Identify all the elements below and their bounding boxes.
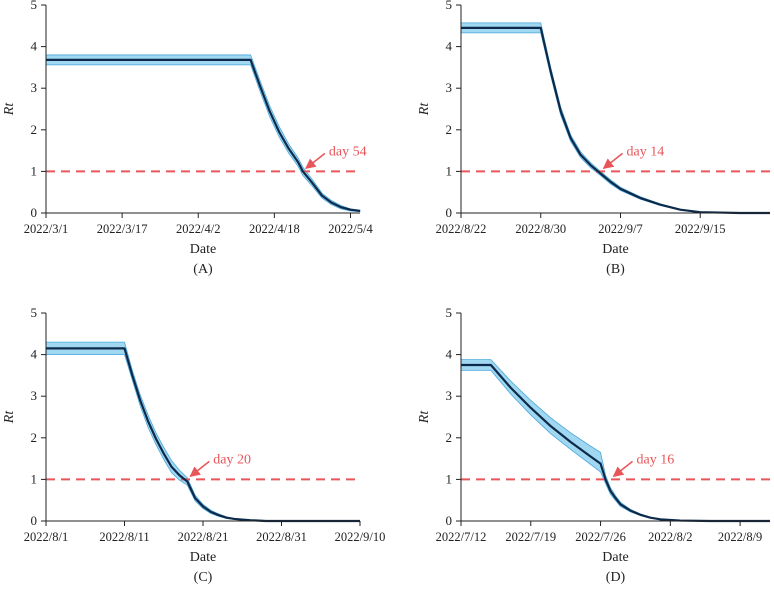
y-tick-label: 5 [31,305,38,320]
y-tick-label: 4 [446,39,453,54]
y-tick-label: 2 [446,122,453,137]
x-axis-label: Date [190,550,216,565]
y-tick-label: 5 [31,0,38,12]
x-tick-label: 2022/8/2 [648,530,692,544]
x-tick-label: 2022/7/26 [575,530,626,544]
y-tick-label: 0 [446,205,453,220]
x-tick-label: 2022/9/7 [598,222,642,236]
x-tick-label: 2022/8/21 [178,530,229,544]
y-tick-label: 1 [31,163,38,178]
y-tick-label: 4 [31,39,38,54]
x-tick-label: 2022/8/9 [718,530,762,544]
panel-c: 0 1 2 3 4 5 2022/8/1 2022/8/11 2022/8/21 2022/8/3… [2,305,385,585]
panel-label: (C) [194,570,213,585]
y-tick-label: 3 [31,388,38,403]
annotation-label: day 16 [637,452,675,467]
y-tick-label: 1 [446,163,453,178]
panel-b: 0 1 2 3 4 5 2022/8/22 2022/8/30 2022/9/7 2022/9/1… [417,0,770,277]
x-tick-label: 2022/8/1 [24,530,68,544]
annotation-label: day 20 [213,452,251,467]
y-tick-label: 3 [446,80,453,95]
annotation-arrow [305,152,326,170]
y-tick-label: 0 [446,513,453,528]
y-tick-label: 1 [31,471,38,486]
y-axis-label: Rt [2,102,17,117]
annotation-label: day 54 [329,144,367,159]
annotation-arrow [189,460,210,478]
y-tick-label: 4 [31,347,38,362]
x-tick-label: 2022/3/1 [24,222,68,236]
x-tick-label: 2022/8/30 [515,222,566,236]
y-tick-label: 0 [31,205,38,220]
x-axis-label: Date [190,242,216,257]
y-tick-label: 5 [446,0,453,12]
y-tick-label: 4 [446,347,453,362]
panel-label: (A) [193,262,213,277]
x-tick-label: 2022/7/19 [505,530,556,544]
x-tick-label: 2022/7/12 [436,530,487,544]
rt-line [46,347,360,523]
x-tick-label: 2022/9/10 [335,530,386,544]
panel-a: 0 1 2 3 4 5 2022/3/1 2022/3/17 2022/4/2 2022/4/18… [2,0,373,277]
x-tick-label: 2022/9/15 [675,222,726,236]
y-axis-label: Rt [417,410,432,425]
y-tick-label: 3 [31,80,38,95]
annotation-label: day 14 [627,144,665,159]
x-tick-label: 2022/5/4 [328,222,373,236]
rt-line [461,363,770,523]
y-tick-label: 2 [31,430,38,445]
y-tick-label: 5 [446,305,453,320]
x-tick-label: 2022/4/2 [176,222,220,236]
rt-line [461,26,770,215]
x-axis-label: Date [602,242,628,257]
x-axis-label: Date [602,550,628,565]
panel-label: (D) [606,570,626,585]
rt-line [46,58,361,213]
annotation-arrow [612,460,633,478]
y-axis-label: Rt [417,102,432,117]
y-tick-label: 2 [446,430,453,445]
x-tick-label: 2022/3/17 [97,222,148,236]
panel-d: 0 1 2 3 4 5 2022/7/12 2022/7/19 2022/7/26 2022/8/… [417,305,770,585]
y-tick-label: 1 [446,471,453,486]
y-tick-label: 2 [31,122,38,137]
y-axis-label: Rt [2,410,17,425]
x-tick-label: 2022/8/11 [99,530,149,544]
y-tick-label: 3 [446,388,453,403]
confidence-band [45,341,360,522]
x-tick-label: 2022/4/18 [249,222,300,236]
x-tick-label: 2022/8/22 [436,222,487,236]
panel-label: (B) [606,262,625,277]
x-tick-label: 2022/8/31 [256,530,307,544]
y-tick-label: 0 [31,513,38,528]
annotation-arrow [602,152,624,170]
confidence-band [45,54,361,213]
